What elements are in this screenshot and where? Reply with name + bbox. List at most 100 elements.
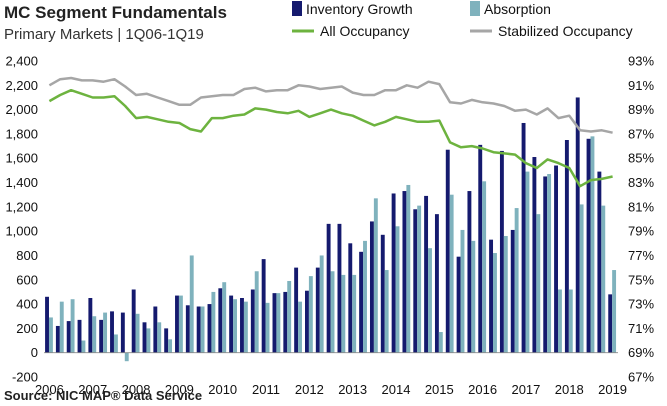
- inventory-growth-bar: [532, 157, 537, 353]
- left-tick-label: 1,000: [5, 224, 38, 239]
- all-occupancy-line: [48, 88, 613, 188]
- inventory-growth-bar: [499, 150, 504, 353]
- inventory-growth-bar: [185, 305, 190, 353]
- inventory-growth-bar: [218, 288, 223, 353]
- inventory-growth-bar: [153, 306, 158, 353]
- legend-label-all-occupancy: All Occupancy: [320, 23, 409, 39]
- inventory-growth-bar: [250, 289, 255, 353]
- right-tick-label: 83%: [628, 175, 654, 190]
- absorption-bar: [514, 208, 519, 353]
- left-tick-label: 1,800: [5, 126, 38, 141]
- absorption-bar: [449, 194, 454, 353]
- absorption-bar: [503, 236, 508, 353]
- inventory-growth-bar: [424, 195, 429, 353]
- inventory-growth-bar: [110, 311, 114, 353]
- x-tick-label: 2017: [511, 382, 540, 397]
- absorption-bar: [200, 306, 205, 353]
- absorption-bar: [352, 274, 357, 353]
- inventory-growth-bar: [489, 239, 494, 353]
- right-axis-ticks: 67% 69% 71% 73% 75% 77% 79% 81% 83% 85% 87% 89% 91% 9…: [628, 54, 654, 385]
- inventory-growth-bar: [196, 306, 201, 353]
- inventory-growth-bar: [380, 234, 385, 353]
- inventory-growth-bar: [467, 191, 472, 353]
- absorption-bar: [493, 253, 497, 353]
- x-tick-label: 2013: [338, 382, 367, 397]
- inventory-growth-bar: [521, 122, 526, 353]
- x-tick-label: 2016: [468, 382, 497, 397]
- absorption-bar: [298, 301, 302, 353]
- x-tick-label: 2010: [208, 382, 237, 397]
- x-tick-label: 2018: [555, 382, 584, 397]
- absorption-bar: [178, 295, 183, 353]
- source-note: Source: NIC MAP® Data Service: [4, 388, 202, 403]
- left-tick-label: 600: [16, 272, 38, 287]
- inventory-growth-bar: [456, 256, 461, 353]
- right-tick-label: 71%: [628, 321, 654, 336]
- inventory-growth-bar: [510, 229, 515, 353]
- x-tick-label: 2012: [295, 382, 324, 397]
- legend-label-inventory-growth: Inventory Growth: [306, 1, 413, 17]
- absorption-bar: [568, 289, 573, 353]
- inventory-growth-bar: [359, 251, 364, 353]
- stabilized-occupancy-line: [48, 76, 613, 134]
- absorption-bar: [612, 270, 617, 353]
- absorption-bar: [276, 293, 281, 353]
- inventory-growth-bar: [326, 223, 331, 353]
- legend-swatch-absorption: [470, 1, 480, 16]
- absorption-bar: [319, 255, 324, 353]
- absorption-bar: [243, 301, 248, 353]
- absorption-bar: [48, 317, 53, 353]
- inventory-growth-bar: [305, 290, 309, 353]
- right-tick-label: 91%: [628, 78, 654, 93]
- absorption-bar: [113, 334, 118, 353]
- right-tick-label: 87%: [628, 126, 654, 141]
- inventory-growth-bar: [564, 140, 569, 353]
- inventory-growth-bar: [164, 328, 169, 353]
- left-axis-ticks: -200 0 200 400 600 800 1,000 1,200 1,400 1,600 1,8…: [5, 54, 38, 385]
- absorption-bar: [363, 240, 367, 353]
- absorption-bar: [92, 316, 97, 353]
- absorption-bar: [233, 299, 237, 353]
- absorption-bar: [330, 271, 335, 353]
- right-tick-label: 77%: [628, 248, 654, 263]
- inventory-growth-bar: [478, 144, 483, 353]
- inventory-growth-bar: [294, 267, 299, 353]
- inventory-growth-bar: [337, 223, 342, 353]
- right-tick-label: 79%: [628, 224, 654, 239]
- inventory-growth-bar: [413, 209, 418, 353]
- absorption-bar: [406, 184, 411, 353]
- absorption-bar: [265, 302, 270, 353]
- inventory-growth-bar: [120, 312, 125, 353]
- inventory-growth-bar: [586, 138, 591, 353]
- inventory-growth-bar: [207, 304, 212, 353]
- right-tick-label: 85%: [628, 151, 654, 166]
- left-tick-label: 1,600: [5, 151, 38, 166]
- right-tick-label: 73%: [628, 297, 654, 312]
- left-tick-label: 1,400: [5, 175, 38, 190]
- inventory-growth-bar: [391, 193, 396, 353]
- legend-label-absorption: Absorption: [484, 1, 551, 17]
- absorption-bar: [254, 271, 259, 353]
- absorption-bar: [308, 276, 313, 353]
- absorption-bar: [135, 313, 140, 353]
- x-tick-label: 2008: [122, 382, 151, 397]
- inventory-growth-bar: [77, 319, 82, 353]
- absorption-bar: [168, 339, 173, 353]
- absorption-bar: [59, 301, 64, 353]
- inventory-growth-bar: [402, 191, 407, 353]
- absorption-bar: [341, 274, 346, 353]
- legend-swatch-inventory-growth: [292, 1, 302, 16]
- inventory-growth-bar: [597, 171, 602, 353]
- occupancy-lines: [48, 76, 613, 188]
- inventory-growth-bar: [543, 176, 548, 353]
- left-tick-label: 2,400: [5, 54, 38, 69]
- absorption-bar: [211, 291, 216, 353]
- absorption-bar: [81, 340, 86, 353]
- inventory-growth-bar: [575, 97, 580, 353]
- absorption-bar: [428, 248, 432, 353]
- absorption-bar: [417, 205, 422, 353]
- absorption-bar: [460, 229, 465, 353]
- absorption-bar: [395, 226, 400, 353]
- left-tick-label: -200: [12, 370, 38, 385]
